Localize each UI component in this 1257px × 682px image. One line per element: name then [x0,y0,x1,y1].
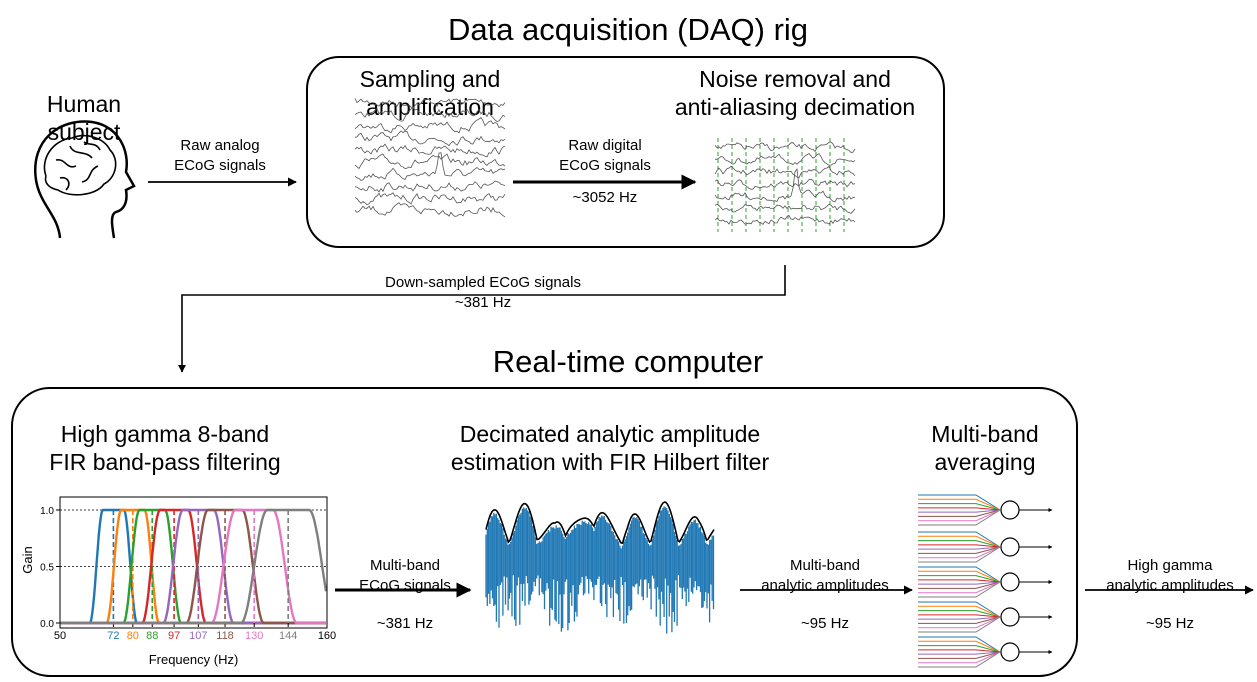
band-line [918,510,1000,512]
y-tick-label: 0.0 [40,619,54,630]
band-line [918,617,1000,619]
y-tick-label: 0.5 [40,563,54,574]
rate-label: ~95 Hz [801,615,849,632]
arrow-label: Raw digital [568,137,641,154]
band-line [918,650,1000,652]
stage-title: amplification [366,94,494,120]
arrow-label: analytic amplitudes [761,577,889,594]
band-line [918,545,1000,547]
band-line [918,547,1000,549]
signal-trace [355,181,505,192]
arrow-label: ECoG signals [174,157,266,174]
signal-trace [715,166,855,178]
signal-trace [715,154,855,166]
signal-trace [355,193,505,205]
stage-title: Multi-band [931,421,1038,447]
x-tick-label: 107 [189,630,207,642]
sum-node [1001,501,1019,519]
rate-label: ~381 Hz [455,294,511,311]
rate-label: ~3052 Hz [573,189,638,206]
x-tick-label: 160 [318,630,336,642]
y-axis-label: Gain [20,546,35,573]
stage-title: Sampling and [360,66,501,92]
stage-title: High gamma 8-band [61,421,269,447]
rate-label: ~381 Hz [377,615,433,632]
arrow-label: analytic amplitudes [1106,577,1234,594]
rate-label: ~95 Hz [1146,615,1194,632]
stage-title: Decimated analytic amplitude [460,421,760,447]
arrow-label: Multi-band [790,557,860,574]
band-line [918,508,1000,510]
signal-trace [715,216,855,225]
sum-node [1001,573,1019,591]
arrow-label: Raw analog [180,137,259,154]
arrow-label: High gamma [1127,557,1213,574]
x-axis-label: Frequency (Hz) [149,652,239,667]
arrow-label: Down-sampled ECoG signals [385,274,581,291]
x-tick-label: 50 [54,630,66,642]
signal-trace [355,154,505,169]
diagram: Data acquisition (DAQ) rig Real-time comp… [0,0,1257,682]
signal-trace [355,144,505,157]
sum-node [1001,608,1019,626]
signal-trace [715,169,855,202]
sum-node [1001,643,1019,661]
sum-node [1001,538,1019,556]
arrow-label: ECoG signals [559,157,651,174]
x-tick-label: 144 [279,630,297,642]
x-tick-label: 72 [107,630,119,642]
stage-title: Noise removal and [699,66,891,92]
band-line [918,652,1000,654]
x-tick-label: 80 [127,630,139,642]
x-tick-label: 97 [168,630,180,642]
section-title: Real-time computer [493,344,763,379]
subject-label: subject [48,119,121,145]
signal-trace [715,179,855,189]
stage-title: FIR band-pass filtering [49,449,280,475]
section-title: Data acquisition (DAQ) rig [448,12,808,47]
stage-title: estimation with FIR Hilbert filter [451,449,770,475]
subject-label: Human [47,91,121,117]
band-line [918,580,1000,582]
arrow-label: Multi-band [370,557,440,574]
stage-title: anti-aliasing decimation [675,94,915,120]
signal-trace [355,203,505,217]
x-tick-label: 88 [146,630,158,642]
signal-trace [715,204,855,213]
band-line [918,582,1000,584]
band-line [918,615,1000,617]
signal-trace [355,131,505,146]
y-tick-label: 1.0 [40,506,54,517]
stage-title: averaging [934,449,1035,475]
x-tick-label: 118 [216,630,234,642]
signal-trace [355,153,505,181]
x-tick-label: 130 [245,630,263,642]
signal-trace [715,142,855,152]
